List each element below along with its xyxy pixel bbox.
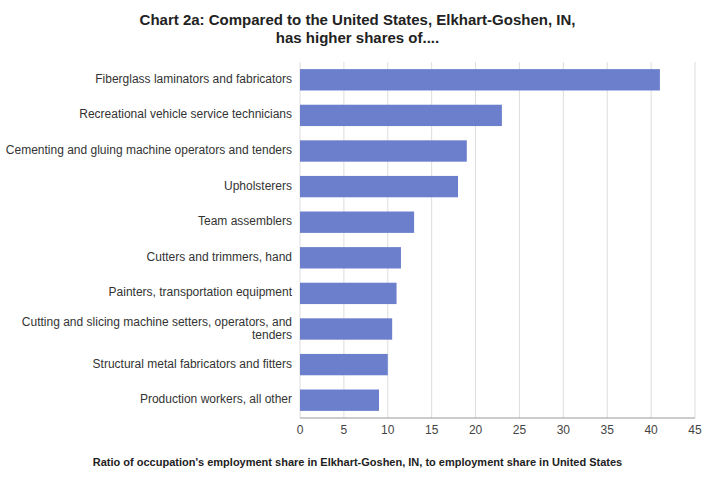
bar bbox=[300, 69, 660, 90]
grid-line bbox=[563, 62, 564, 418]
bar bbox=[300, 390, 379, 411]
tick-label: 20 bbox=[469, 423, 483, 437]
tick-label: 40 bbox=[644, 423, 658, 437]
category-label: Cementing and gluing machine operators a… bbox=[6, 143, 292, 157]
bar bbox=[300, 283, 397, 304]
tick-label: 25 bbox=[513, 423, 527, 437]
x-axis-line bbox=[300, 418, 695, 419]
bar bbox=[300, 212, 414, 233]
x-axis-label: Ratio of occupation's employment share i… bbox=[93, 456, 623, 468]
grid-line bbox=[651, 62, 652, 418]
bar bbox=[300, 247, 401, 268]
tick-label: 10 bbox=[381, 423, 395, 437]
tick-label: 35 bbox=[601, 423, 615, 437]
title: Chart 2a: Compared to the United States,… bbox=[140, 11, 576, 46]
category-label: Structural metal fabricators and fitters bbox=[93, 357, 292, 371]
tick-label: 45 bbox=[688, 423, 702, 437]
grid-line bbox=[519, 62, 520, 418]
bars bbox=[300, 69, 660, 411]
chart: Chart 2a: Compared to the United States,… bbox=[0, 0, 715, 480]
chart-container: Chart 2a: Compared to the United States,… bbox=[0, 0, 715, 480]
background bbox=[0, 0, 715, 480]
bar bbox=[300, 140, 467, 161]
bar bbox=[300, 318, 392, 339]
category-label: Production workers, all other bbox=[140, 392, 292, 406]
category-label: Upholsterers bbox=[224, 179, 292, 193]
category-label: Cutters and trimmers, hand bbox=[147, 250, 292, 264]
category-label: Painters, transportation equipment bbox=[109, 286, 293, 300]
grid bbox=[300, 62, 695, 418]
grid-line bbox=[607, 62, 608, 418]
tick-label: 5 bbox=[341, 423, 348, 437]
bar bbox=[300, 105, 502, 126]
bar bbox=[300, 176, 458, 197]
category-label: Recreational vehicle service technicians bbox=[79, 108, 292, 122]
category-label: Cutting and slicing machine setters, ope… bbox=[22, 315, 292, 342]
category-label: Team assemblers bbox=[198, 214, 292, 228]
bar bbox=[300, 354, 388, 375]
grid-line bbox=[695, 62, 696, 418]
tick-label: 15 bbox=[425, 423, 439, 437]
category-label: Fiberglass laminators and fabricators bbox=[95, 72, 292, 86]
tick-label: 30 bbox=[557, 423, 571, 437]
tick-label: 0 bbox=[297, 423, 304, 437]
